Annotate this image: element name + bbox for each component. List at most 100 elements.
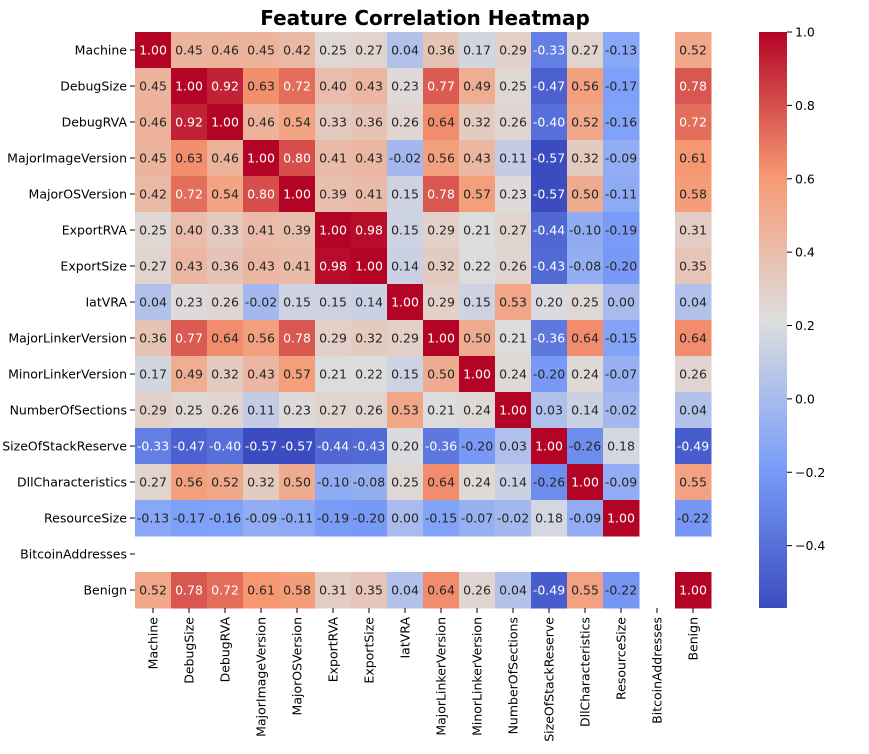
colorbar-tick-label: 0.0	[795, 391, 815, 406]
cell-value-label: 0.04	[391, 43, 419, 58]
cell-value-label: 0.45	[139, 151, 167, 166]
heatmap-cell	[207, 104, 244, 141]
cell-value-label: 0.64	[679, 331, 707, 346]
heatmap-cell	[135, 572, 172, 609]
heatmap-cell	[531, 464, 568, 501]
cell-value-label: 0.27	[319, 403, 347, 418]
row-tick-label: Benign	[83, 583, 127, 598]
heatmap-cell	[171, 392, 208, 429]
heatmap-cell	[243, 176, 280, 213]
cell-value-label: 0.63	[247, 79, 275, 94]
heatmap-cell	[603, 572, 640, 609]
heatmap-cell	[459, 284, 496, 321]
heatmap-cell	[495, 320, 532, 357]
cell-value-label: 0.23	[391, 79, 419, 94]
cell-value-label: 0.64	[211, 331, 239, 346]
row-tick-label: MajorLinkerVersion	[8, 331, 127, 346]
cell-value-label: -0.02	[605, 403, 637, 418]
column-tick-label: DebugRVA	[218, 617, 233, 683]
cell-value-label: -0.49	[533, 583, 565, 598]
cell-value-label: 0.17	[139, 367, 167, 382]
cell-value-label: 0.43	[247, 259, 275, 274]
cell-value-label: 0.36	[211, 259, 239, 274]
heatmap-cell	[135, 284, 172, 321]
cell-value-label: 0.25	[139, 223, 167, 238]
cell-value-label: 0.27	[139, 259, 167, 274]
heatmap-cell	[603, 176, 640, 213]
cell-value-label: 0.15	[463, 295, 491, 310]
row-tick-label: NumberOfSections	[10, 403, 127, 418]
heatmap-cell	[279, 212, 316, 249]
heatmap-cell	[423, 248, 460, 285]
cell-value-label: 0.21	[463, 223, 491, 238]
heatmap-cell	[603, 356, 640, 393]
cell-value-label: 0.80	[247, 187, 275, 202]
heatmap-cell	[675, 104, 712, 141]
heatmap-cell	[423, 392, 460, 429]
heatmap-cell	[351, 176, 388, 213]
cell-value-label: 0.35	[679, 259, 707, 274]
heatmap-cell	[315, 32, 352, 69]
heatmap-cell	[243, 104, 280, 141]
row-tick-label: IatVRA	[85, 295, 127, 310]
cell-value-label: 0.21	[499, 331, 527, 346]
cell-value-label: 0.00	[391, 511, 419, 526]
cell-value-label: 0.18	[535, 511, 563, 526]
cell-value-label: 0.33	[319, 115, 347, 130]
colorbar: 1.0 0.8 0.6 0.4 0.2 0.0 −0.2 −0.4	[759, 25, 825, 608]
heatmap-cell	[495, 356, 532, 393]
heatmap-cell	[459, 572, 496, 609]
heatmap-cell	[423, 176, 460, 213]
heatmap-cell	[135, 356, 172, 393]
heatmap-cell	[567, 140, 604, 177]
column-tick-label: BitcoinAddresses	[650, 617, 665, 724]
heatmap-cell	[279, 32, 316, 69]
heatmap-cell	[675, 428, 712, 465]
cell-value-label: 0.26	[211, 295, 239, 310]
heatmap-cell	[387, 392, 424, 429]
heatmap-cell	[387, 428, 424, 465]
heatmap-cell	[459, 392, 496, 429]
heatmap-cell	[315, 248, 352, 285]
cell-value-label: -0.26	[533, 475, 565, 490]
cell-value-label: 0.04	[679, 295, 707, 310]
heatmap-cell	[171, 284, 208, 321]
column-tick-label: DebugSize	[182, 617, 197, 684]
cell-value-label: 1.00	[211, 115, 239, 130]
cell-value-label: 0.42	[139, 187, 167, 202]
cell-value-label: 0.41	[355, 187, 383, 202]
heatmap-cell	[387, 500, 424, 537]
cell-value-label: 0.72	[211, 583, 239, 598]
cell-value-label: 0.29	[499, 43, 527, 58]
heatmap-cell	[495, 284, 532, 321]
heatmap-cell	[567, 176, 604, 213]
cell-value-label: 0.23	[499, 187, 527, 202]
cell-value-label: 0.92	[175, 115, 203, 130]
heatmap-cell	[603, 500, 640, 537]
cell-value-label: 0.29	[427, 295, 455, 310]
cell-value-label: -0.20	[605, 259, 637, 274]
heatmap-cell	[351, 500, 388, 537]
cell-value-label: 0.43	[247, 367, 275, 382]
cell-value-label: 0.64	[571, 331, 599, 346]
heatmap-cell	[603, 392, 640, 429]
cell-value-label: -0.02	[497, 511, 529, 526]
heatmap-cell	[495, 428, 532, 465]
heatmap-cell	[531, 500, 568, 537]
row-tick-label: BitcoinAddresses	[20, 547, 127, 562]
cell-value-label: 0.40	[319, 79, 347, 94]
cell-value-label: -0.47	[173, 439, 205, 454]
cell-value-label: -0.15	[605, 331, 637, 346]
cell-value-label: 0.22	[355, 367, 383, 382]
heatmap-cell	[675, 68, 712, 105]
cell-value-label: 0.72	[175, 187, 203, 202]
heatmap-cell	[171, 500, 208, 537]
heatmap-cell	[207, 68, 244, 105]
heatmap-cell	[459, 464, 496, 501]
heatmap-cell	[315, 104, 352, 141]
cell-value-label: -0.11	[281, 511, 313, 526]
cell-value-label: 0.24	[499, 367, 527, 382]
cell-value-label: -0.16	[605, 115, 637, 130]
heatmap-cell	[423, 284, 460, 321]
cell-value-label: -0.57	[245, 439, 277, 454]
